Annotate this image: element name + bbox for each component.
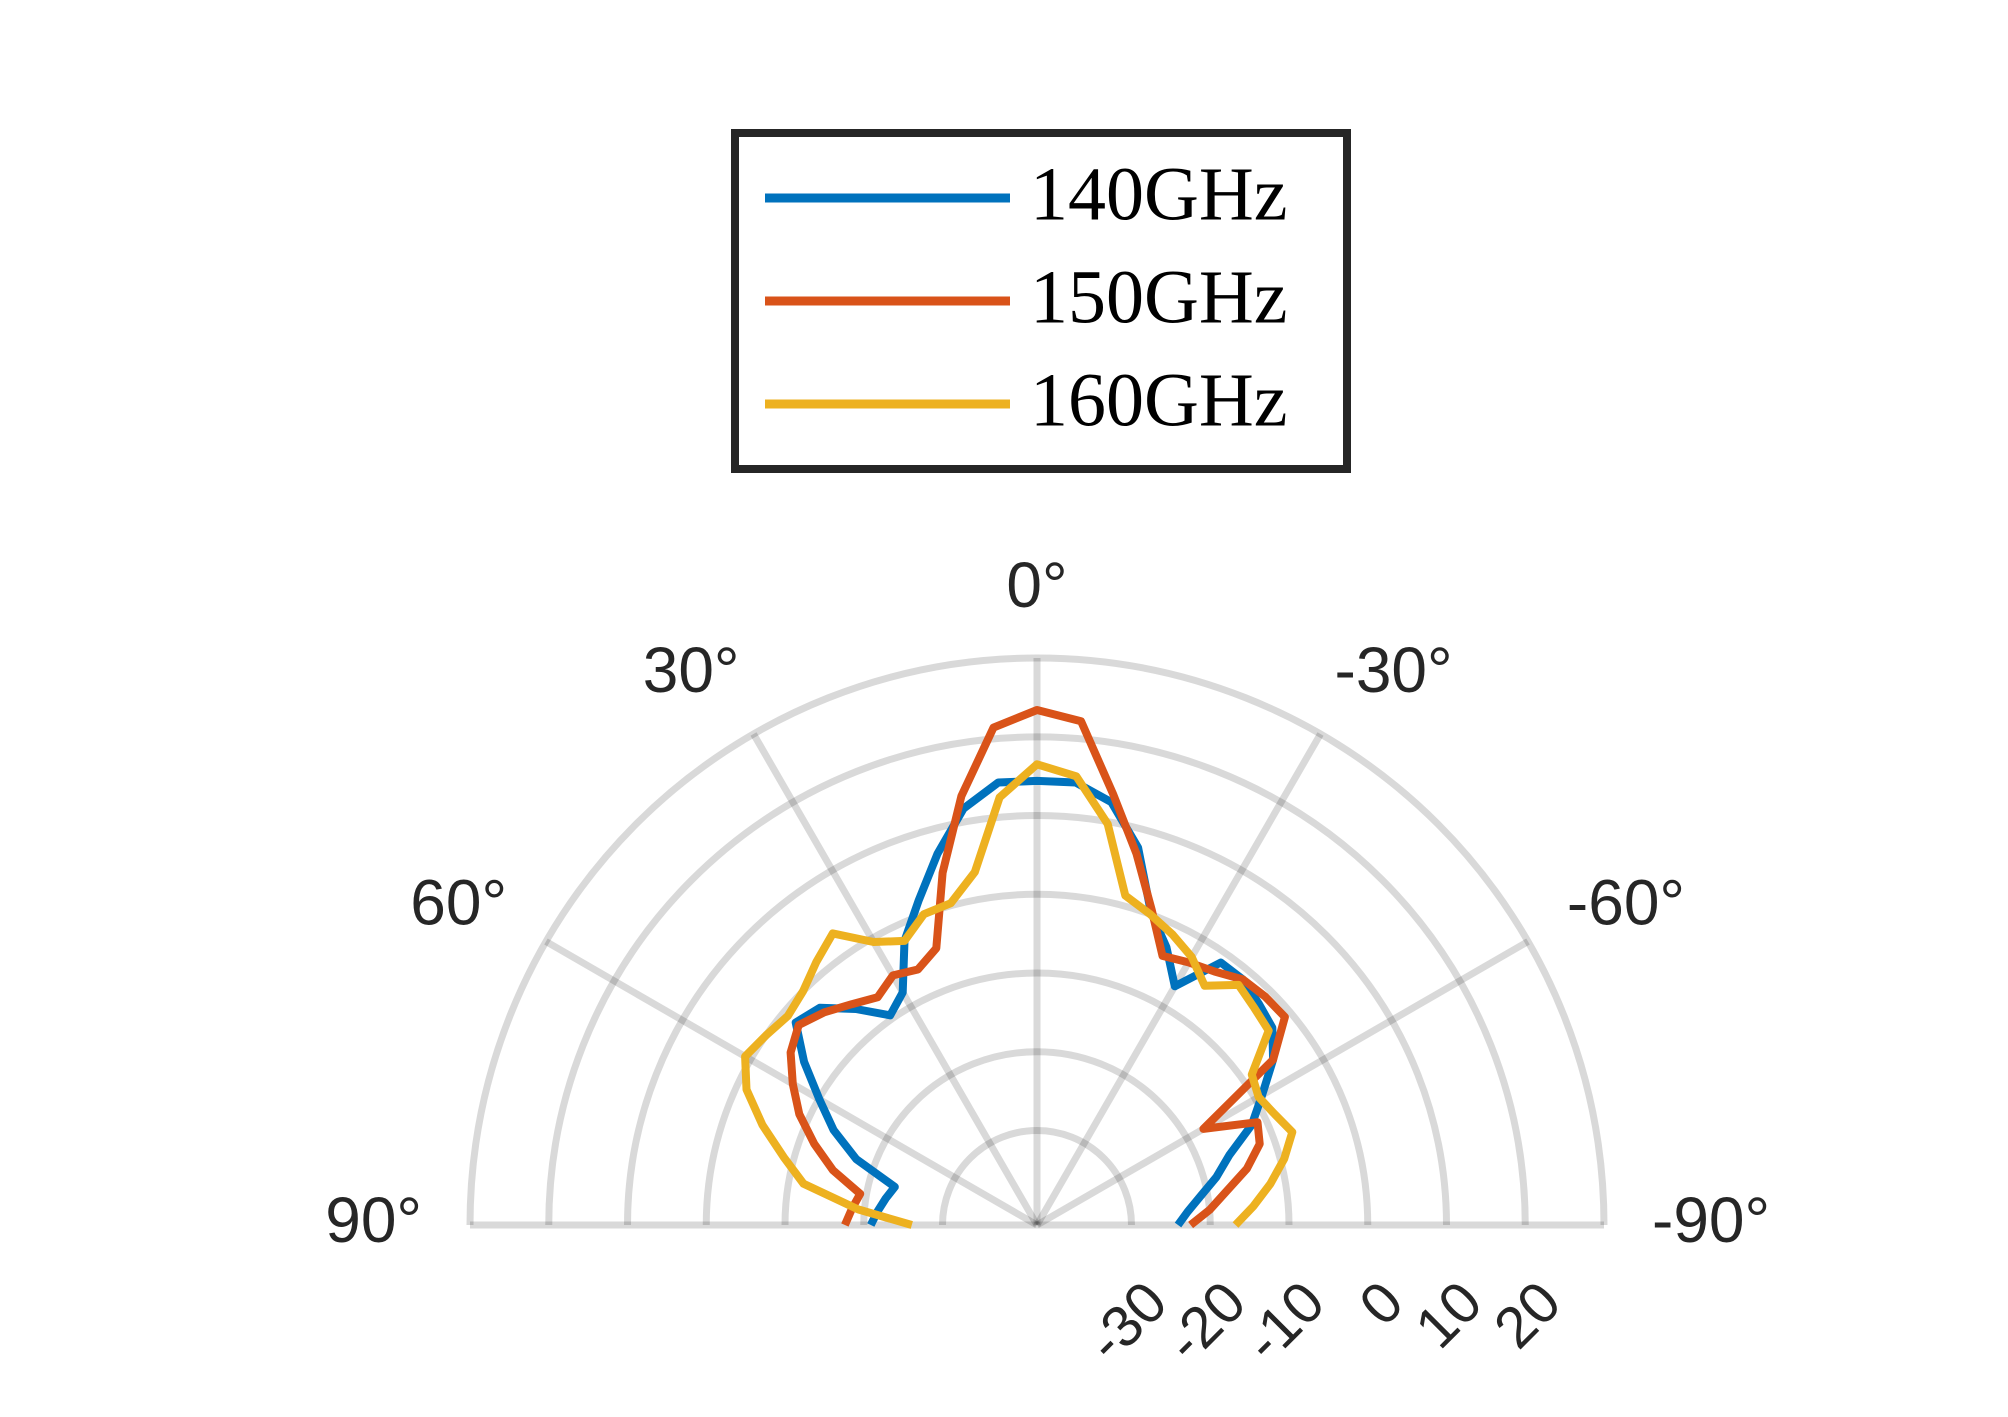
grid-ring bbox=[624, 812, 1450, 1226]
grid-ring bbox=[545, 733, 1529, 1226]
theta-tick-label: 90° bbox=[325, 1184, 422, 1256]
grid-spoke bbox=[1033, 732, 1324, 1227]
theta-tick-label: -60° bbox=[1567, 866, 1685, 938]
grid-ring bbox=[860, 1048, 1214, 1226]
grid-spoke bbox=[750, 732, 1041, 1227]
theta-tick-label: 60° bbox=[410, 866, 507, 938]
outer-ring bbox=[466, 654, 1608, 1226]
theta-tick-label: -30° bbox=[1335, 634, 1453, 706]
legend-label: 150GHz bbox=[1030, 255, 1288, 339]
legend-label: 140GHz bbox=[1030, 152, 1288, 236]
theta-tick-label: 30° bbox=[643, 634, 740, 706]
grid-ring bbox=[939, 1127, 1135, 1226]
theta-tick-label: -90° bbox=[1652, 1184, 1770, 1256]
theta-tick-label: 0° bbox=[1006, 549, 1067, 621]
legend-label: 160GHz bbox=[1030, 358, 1288, 442]
series-line bbox=[741, 760, 1297, 1229]
grid-spoke bbox=[1035, 938, 1530, 1229]
series-line bbox=[786, 706, 1289, 1229]
